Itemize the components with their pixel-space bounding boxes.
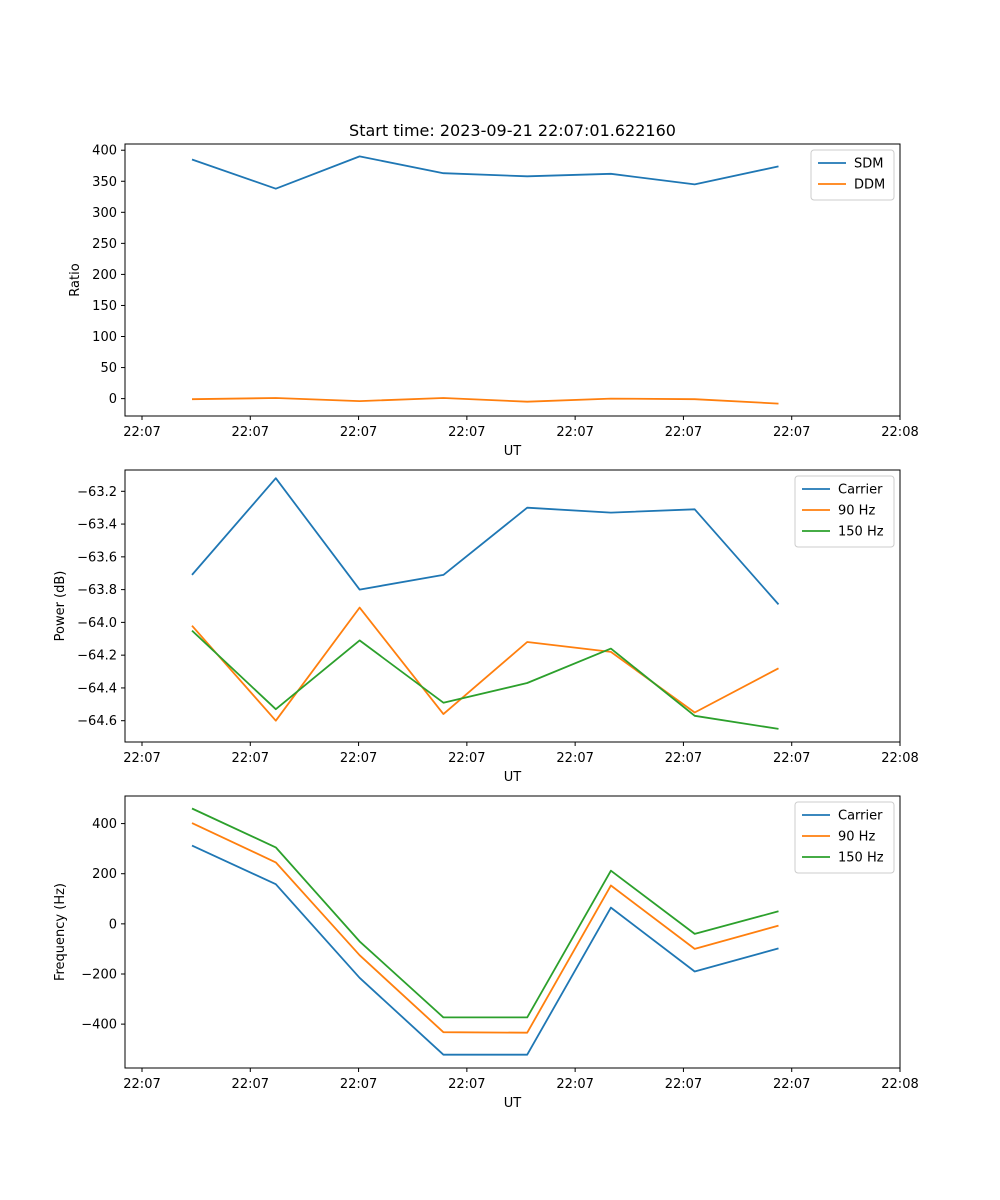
power-legend-label: Carrier (838, 483, 883, 498)
power-x-axis-label: UT (504, 770, 522, 785)
frequency-panel: 22:07 22:07 22:07 22:07 22:07 22:07 22:07 22:08… (53, 795, 919, 1111)
frequency-x-tick-label: 22:07 (773, 1077, 810, 1092)
power-x-tick-label: 22:07 (556, 751, 593, 766)
power-x-tick-label: 22:07 (340, 751, 377, 766)
ratio-legend-label: DDM (854, 178, 885, 193)
ratio-axes-frame (124, 143, 901, 417)
power-x-tick-label: 22:07 (773, 751, 810, 766)
frequency-legend-label: 150 Hz (838, 851, 884, 866)
power-legend-label: 90 Hz (838, 504, 875, 519)
frequency-series-line-90-hz (191, 822, 779, 1034)
ratio-y-tick-label: 350 (92, 175, 117, 190)
frequency-series-line-carrier (191, 844, 779, 1056)
figure-title: Start time: 2023-09-21 22:07:01.622160 (349, 121, 676, 140)
power-series-line-150-hz (191, 629, 779, 730)
power-x-tick-label: 22:08 (881, 751, 918, 766)
frequency-y-tick-label: −400 (81, 1018, 117, 1033)
ratio-x-tick-label: 22:07 (123, 425, 160, 440)
power-y-tick-label: −63.6 (77, 550, 117, 565)
ratio-y-tick-label: 0 (109, 392, 117, 407)
ratio-x-tick-label: 22:07 (340, 425, 377, 440)
frequency-legend-label: 90 Hz (838, 830, 875, 845)
frequency-y-tick-label: 200 (92, 867, 117, 882)
ratio-x-axis-label: UT (504, 444, 522, 459)
ratio-x-tick-label: 22:07 (448, 425, 485, 440)
ratio-y-tick-label: 100 (92, 330, 117, 345)
power-y-axis-label: Power (dB) (53, 571, 68, 642)
frequency-x-tick-label: 22:07 (556, 1077, 593, 1092)
frequency-series-line-150-hz (191, 807, 779, 1019)
ratio-x-tick-label: 22:07 (556, 425, 593, 440)
ratio-x-tick-label: 22:07 (773, 425, 810, 440)
power-axes-frame (124, 469, 901, 743)
power-legend (794, 475, 895, 548)
ratio-y-axis-label: Ratio (68, 263, 83, 296)
ratio-panel: 22:07 22:07 22:07 22:07 22:07 22:07 22:07 22:08… (68, 143, 919, 459)
frequency-x-axis-label: UT (504, 1096, 522, 1111)
power-legend-label: 150 Hz (838, 525, 884, 540)
power-y-tick-label: −64.4 (77, 681, 117, 696)
ratio-y-tick-label: 250 (92, 237, 117, 252)
frequency-legend (794, 801, 895, 874)
power-y-tick-label: −64.2 (77, 649, 117, 664)
ratio-legend-label: SDM (854, 157, 883, 172)
ratio-series-line-ddm (191, 397, 779, 405)
frequency-legend-label: Carrier (838, 809, 883, 824)
power-y-tick-label: −63.4 (77, 518, 117, 533)
ratio-y-tick-label: 300 (92, 206, 117, 221)
ratio-x-tick-label: 22:08 (881, 425, 918, 440)
power-panel: 22:07 22:07 22:07 22:07 22:07 22:07 22:07 22:08… (53, 469, 919, 785)
power-x-tick-label: 22:07 (123, 751, 160, 766)
ratio-y-tick-label: 400 (92, 144, 117, 159)
frequency-x-tick-label: 22:07 (340, 1077, 377, 1092)
power-series-line-90-hz (191, 606, 779, 722)
ratio-y-tick-label: 200 (92, 268, 117, 283)
frequency-y-tick-label: 0 (109, 917, 117, 932)
frequency-x-tick-label: 22:08 (881, 1077, 918, 1092)
power-y-tick-label: −64.6 (77, 714, 117, 729)
frequency-axes-frame (124, 795, 901, 1069)
power-x-tick-label: 22:07 (448, 751, 485, 766)
frequency-y-axis-label: Frequency (Hz) (53, 883, 68, 981)
power-series-line-carrier (191, 477, 780, 605)
frequency-y-tick-label: 400 (92, 817, 117, 832)
frequency-x-tick-label: 22:07 (123, 1077, 160, 1092)
ratio-y-tick-label: 50 (100, 361, 117, 376)
frequency-y-tick-label: −200 (81, 967, 117, 982)
frequency-x-tick-label: 22:07 (448, 1077, 485, 1092)
frequency-x-tick-label: 22:07 (232, 1077, 269, 1092)
ratio-y-tick-label: 150 (92, 299, 117, 314)
power-y-tick-label: −63.8 (77, 583, 117, 598)
ratio-series-line-sdm (191, 155, 779, 190)
ratio-x-tick-label: 22:07 (665, 425, 702, 440)
power-x-tick-label: 22:07 (665, 751, 702, 766)
frequency-x-tick-label: 22:07 (665, 1077, 702, 1092)
power-x-tick-label: 22:07 (232, 751, 269, 766)
ratio-x-tick-label: 22:07 (232, 425, 269, 440)
power-y-tick-label: −64.0 (77, 616, 117, 631)
power-y-tick-label: −63.2 (77, 485, 117, 500)
